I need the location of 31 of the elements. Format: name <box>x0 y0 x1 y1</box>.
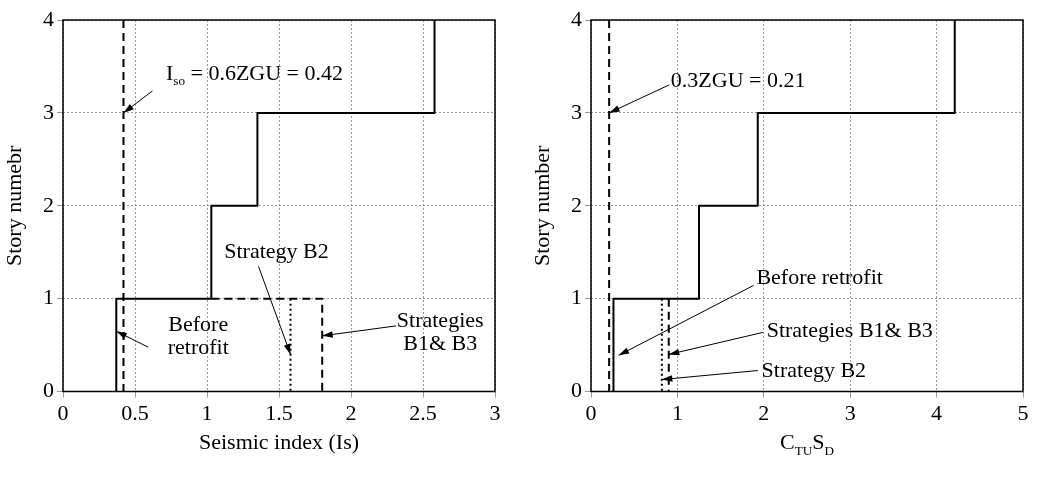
x-tick-label: 2.5 <box>409 399 437 425</box>
annotation: Strategies B1& B3 <box>766 317 933 343</box>
annotation: Strategy B2 <box>224 238 329 264</box>
y-tick-label: 3 <box>571 98 582 124</box>
y-tick-label: 3 <box>43 98 54 124</box>
x-tick-label: 2 <box>345 399 357 425</box>
y-tick-label: 0 <box>571 377 582 403</box>
y-axis-title: Story number <box>528 144 554 266</box>
y-tick-label: 2 <box>43 191 54 217</box>
annotation: Strategies B1& B3 <box>396 306 484 355</box>
x-axis-title: Seismic index (Is) <box>198 429 360 455</box>
x-tick-label: 2 <box>758 399 770 425</box>
annotation: Before retrofit <box>756 264 883 290</box>
y-tick-label: 1 <box>43 284 54 310</box>
x-tick-label: 1 <box>671 399 683 425</box>
x-tick-label: 1 <box>201 399 213 425</box>
y-tick-label: 4 <box>43 5 54 31</box>
x-tick-label: 4 <box>931 399 943 425</box>
y-axis-title: Story numebr <box>0 144 26 266</box>
y-tick-label: 2 <box>571 191 582 217</box>
ref-line-label: 0.3ZGU = 0.21 <box>670 66 806 92</box>
y-tick-label: 0 <box>43 377 54 403</box>
x-tick-label: 3 <box>489 399 501 425</box>
x-tick-label: 1.5 <box>265 399 293 425</box>
y-tick-label: 4 <box>571 5 582 31</box>
y-tick-label: 1 <box>571 284 582 310</box>
annotation: Before retrofit <box>167 311 229 360</box>
x-tick-label: 0.5 <box>121 399 149 425</box>
x-tick-label: 3 <box>844 399 856 425</box>
x-tick-label: 5 <box>1017 399 1029 425</box>
annotation: Strategy B2 <box>761 357 867 383</box>
